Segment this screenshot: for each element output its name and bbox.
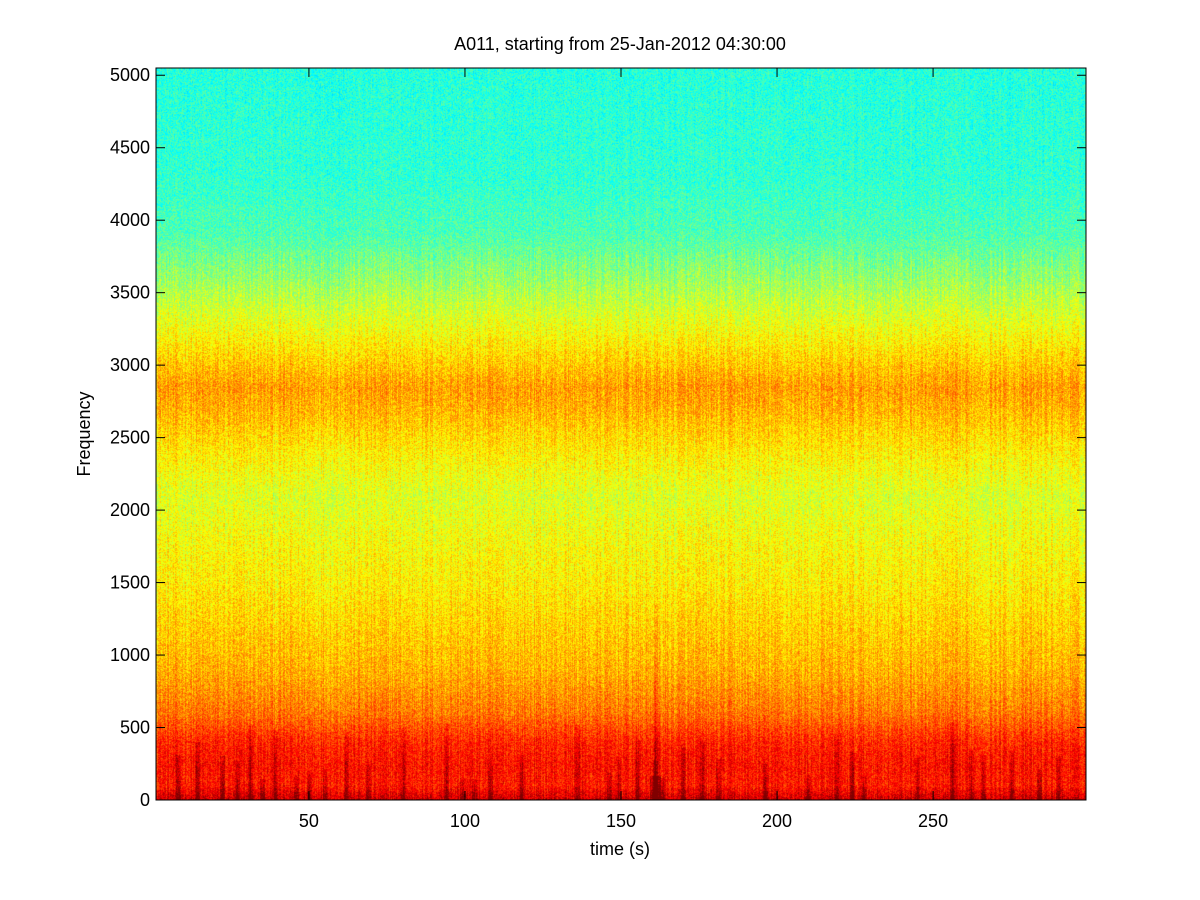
y-tick-label: 2000 xyxy=(110,500,150,520)
x-tick-label: 100 xyxy=(450,811,480,831)
spectrogram-heatmap xyxy=(156,68,1086,800)
spectrogram-image-frame xyxy=(156,68,1086,800)
y-tick-label: 0 xyxy=(140,790,150,810)
y-tick-label: 3000 xyxy=(110,355,150,375)
y-tick-label: 4000 xyxy=(110,210,150,230)
plot-frame xyxy=(155,67,1087,801)
x-axis-label: time (s) xyxy=(590,839,650,859)
y-axis-label: Frequency xyxy=(74,391,94,476)
y-tick-label: 3500 xyxy=(110,283,150,303)
y-tick-label: 2500 xyxy=(110,428,150,448)
y-tick-label: 500 xyxy=(120,718,150,738)
y-tick-label: 1500 xyxy=(110,573,150,593)
x-tick-label: 50 xyxy=(299,811,319,831)
axis-ticks: 50 100 150 200 25005001000150020002500300035… xyxy=(110,65,1086,831)
x-tick-label: 250 xyxy=(918,811,948,831)
x-tick-label: 200 xyxy=(762,811,792,831)
y-tick-label: 5000 xyxy=(110,65,150,85)
y-tick-label: 4500 xyxy=(110,138,150,158)
y-tick-label: 1000 xyxy=(110,645,150,665)
x-tick-label: 150 xyxy=(606,811,636,831)
chart-title: A011, starting from 25-Jan-2012 04:30:00 xyxy=(454,34,786,54)
